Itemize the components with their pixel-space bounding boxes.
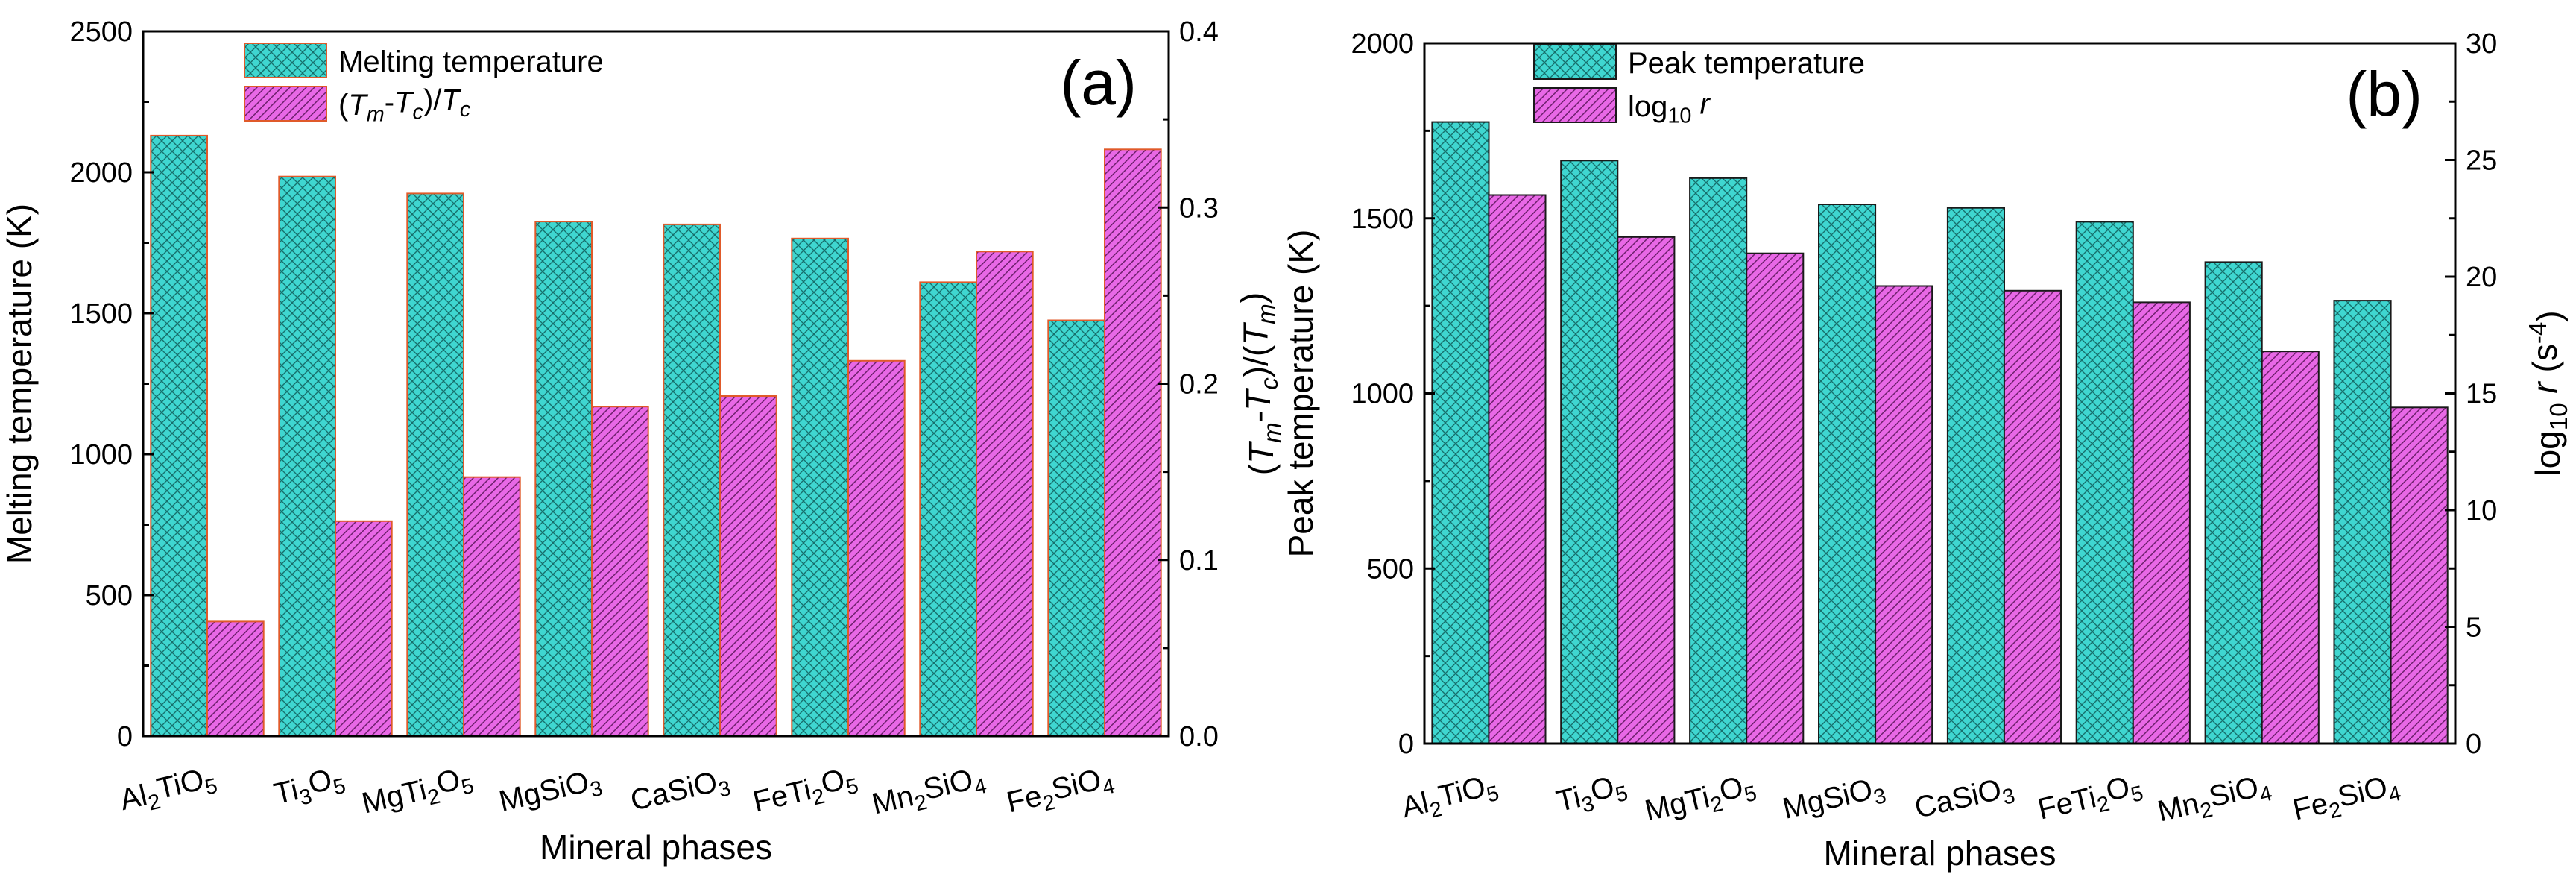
legend-swatch bbox=[1533, 87, 1617, 123]
bar-melting-temperature-mgti2o5 bbox=[406, 192, 464, 737]
x-category-label: Mn2SiO4 bbox=[2154, 768, 2275, 833]
bar-peak-temperature-casio3 bbox=[1946, 207, 2005, 744]
bar-tm-tc-tc-mgti2o5 bbox=[463, 476, 521, 737]
x-category-label: FeTi2O5 bbox=[2034, 768, 2146, 831]
x-category-label: CaSiO3 bbox=[628, 763, 733, 822]
x-axis-title: Mineral phases bbox=[540, 828, 772, 867]
left-y-axis-title: Melting temperature (K) bbox=[0, 204, 39, 564]
bar-melting-temperature-mn2sio4 bbox=[919, 281, 978, 737]
bar-tm-tc-tc-mn2sio4 bbox=[976, 251, 1034, 737]
bar-tm-tc-tc-casio3 bbox=[719, 395, 777, 737]
right-y-tick-label: 10 bbox=[2466, 495, 2497, 527]
bar-log10-r-mgti2o5 bbox=[1746, 252, 1805, 744]
right-y-tick-label: 0.4 bbox=[1179, 16, 1219, 48]
bar-log10-r-casio3 bbox=[2003, 289, 2062, 744]
left-y-tick-label: 1000 bbox=[1351, 379, 1414, 410]
chart-panel-b: 0 500 1000 1500 2000 0 5 10 15 20 25 30 Al2TiO5 Ti3O5… bbox=[1281, 28, 2573, 873]
bar-peak-temperature-mn2sio4 bbox=[2204, 261, 2263, 744]
chart-panel-a: 0 500 1000 1500 2000 2500 0.0 0.1 0.2 0.3 0.4 Al2Ti… bbox=[0, 16, 1287, 867]
panel-label: (b) bbox=[2346, 59, 2422, 129]
bar-log10-r-mn2sio4 bbox=[2261, 351, 2320, 744]
bar-peak-temperature-mgsio3 bbox=[1818, 204, 1877, 744]
bar-peak-temperature-ti3o5 bbox=[1560, 160, 1619, 745]
x-category-label: Fe2SiO4 bbox=[1003, 761, 1118, 824]
right-y-tick-label: 25 bbox=[2466, 145, 2497, 177]
bar-melting-temperature-fe2sio4 bbox=[1047, 319, 1106, 737]
right-y-tick-label: 15 bbox=[2466, 379, 2497, 410]
right-y-tick-label: 20 bbox=[2466, 262, 2497, 293]
bar-melting-temperature-al2tio5 bbox=[150, 134, 208, 737]
left-y-tick-label: 0 bbox=[117, 721, 133, 752]
bar-tm-tc-tc-feti2o5 bbox=[847, 359, 906, 737]
bar-log10-r-feti2o5 bbox=[2132, 301, 2191, 744]
legend-swatch bbox=[244, 86, 327, 122]
bar-tm-tc-tc-al2tio5 bbox=[206, 620, 265, 738]
x-category-label: Ti3O5 bbox=[271, 761, 349, 816]
bar-log10-r-ti3o5 bbox=[1617, 236, 1676, 744]
legend-swatch bbox=[1533, 44, 1617, 80]
left-y-tick-label: 500 bbox=[86, 580, 133, 612]
legend-swatch bbox=[244, 43, 327, 78]
right-y-tick-label: 0.0 bbox=[1179, 721, 1219, 752]
x-category-label: Ti3O5 bbox=[1553, 768, 1631, 823]
x-category-label: MgTi2O5 bbox=[359, 761, 477, 825]
right-y-tick-label: 0.1 bbox=[1179, 545, 1219, 576]
x-category-label: MgSiO3 bbox=[1779, 770, 1888, 830]
left-y-tick-label: 0 bbox=[1398, 729, 1414, 760]
bar-peak-temperature-mgti2o5 bbox=[1689, 177, 1748, 745]
x-category-label: MgTi2O5 bbox=[1641, 768, 1760, 832]
x-category-label: Al2TiO5 bbox=[116, 761, 220, 822]
bar-tm-tc-tc-mgsio3 bbox=[591, 406, 649, 737]
bar-peak-temperature-al2tio5 bbox=[1431, 121, 1490, 745]
left-y-tick-label: 2500 bbox=[69, 16, 133, 48]
x-category-label: Al2TiO5 bbox=[1398, 768, 1502, 829]
bar-melting-temperature-mgsio3 bbox=[534, 221, 593, 738]
bar-log10-r-mgsio3 bbox=[1875, 285, 1933, 744]
x-category-label: MgSiO3 bbox=[496, 763, 604, 823]
x-category-label: CaSiO3 bbox=[1912, 770, 2018, 829]
left-y-tick-label: 1500 bbox=[69, 298, 133, 330]
right-y-axis-title: log10 r (s-4) bbox=[2525, 310, 2573, 476]
legend-label: log10 r bbox=[1628, 88, 1711, 128]
x-category-label: FeTi2O5 bbox=[749, 761, 861, 823]
bar-log10-r-al2tio5 bbox=[1488, 194, 1547, 744]
bar-peak-temperature-feti2o5 bbox=[2075, 221, 2134, 744]
x-category-label: Fe2SiO4 bbox=[2289, 768, 2404, 832]
legend-label: (Tm-Tc)/Tc bbox=[338, 84, 471, 126]
bar-melting-temperature-casio3 bbox=[663, 223, 721, 737]
bar-tm-tc-tc-ti3o5 bbox=[335, 520, 393, 737]
left-y-tick-label: 2000 bbox=[69, 157, 133, 189]
left-y-tick-label: 2000 bbox=[1351, 28, 1414, 60]
right-y-tick-label: 30 bbox=[2466, 28, 2497, 60]
left-y-tick-label: 1500 bbox=[1351, 204, 1414, 235]
panel-label: (a) bbox=[1060, 48, 1137, 118]
left-y-tick-label: 1000 bbox=[69, 439, 133, 471]
right-y-tick-label: 5 bbox=[2466, 612, 2481, 644]
bar-log10-r-fe2sio4 bbox=[2390, 406, 2449, 744]
left-y-axis-title: Peak temperature (K) bbox=[1281, 230, 1320, 558]
legend-label: Peak temperature bbox=[1628, 47, 1865, 80]
right-y-axis-title: (Tm-Tc)/(Tm) bbox=[1233, 292, 1287, 475]
right-y-tick-label: 0.3 bbox=[1179, 192, 1219, 224]
right-y-tick-label: 0 bbox=[2466, 729, 2481, 760]
bar-melting-temperature-ti3o5 bbox=[278, 175, 336, 737]
x-axis-title: Mineral phases bbox=[1824, 834, 2056, 873]
left-y-tick-label: 500 bbox=[1367, 553, 1414, 585]
bar-tm-tc-tc-fe2sio4 bbox=[1104, 148, 1162, 738]
right-y-tick-label: 0.2 bbox=[1179, 369, 1219, 400]
bar-peak-temperature-fe2sio4 bbox=[2333, 300, 2392, 745]
bar-melting-temperature-feti2o5 bbox=[791, 237, 850, 737]
x-category-label: Mn2SiO4 bbox=[868, 761, 989, 826]
legend-label: Melting temperature bbox=[338, 45, 604, 78]
